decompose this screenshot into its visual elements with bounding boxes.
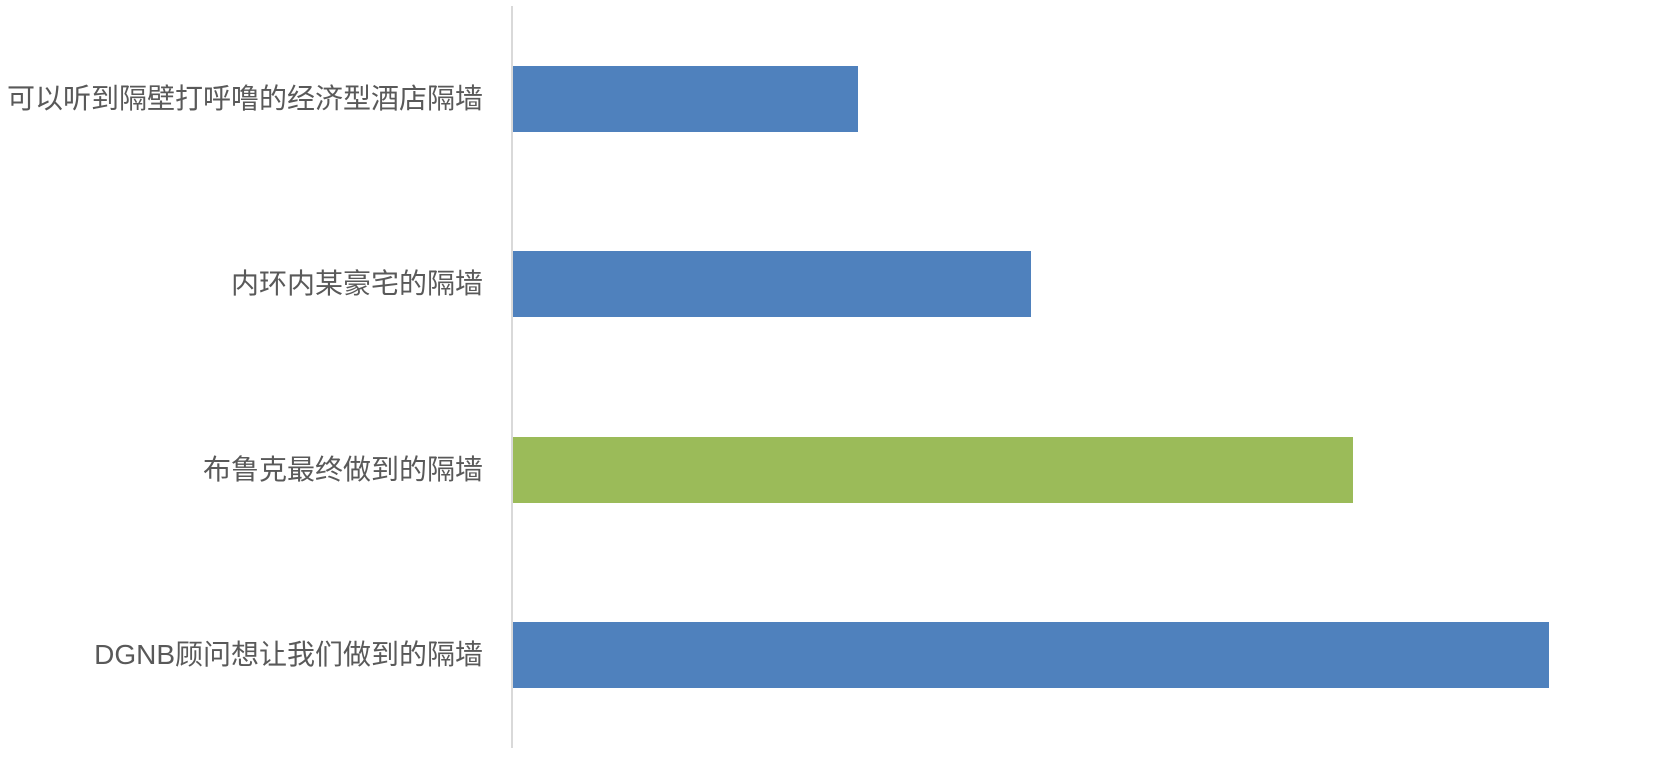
category-label: DGNB顾问想让我们做到的隔墙 [94, 639, 483, 671]
category-label: 内环内某豪宅的隔墙 [230, 268, 483, 300]
data-bar [513, 622, 1549, 689]
category-axis-line [511, 6, 513, 748]
data-bar [513, 436, 1354, 503]
bar-track [513, 436, 1549, 503]
category-label: 可以听到隔壁打呼噜的经济型酒店隔墙 [6, 82, 483, 114]
bar-track [513, 251, 1549, 318]
bar-track [513, 622, 1549, 689]
bar-row: DGNB顾问想让我们做到的隔墙 [0, 563, 1667, 749]
data-bar [513, 65, 858, 132]
bar-row: 布鲁克最终做到的隔墙 [0, 377, 1667, 563]
bar-row: 内环内某豪宅的隔墙 [0, 192, 1667, 378]
bar-track [513, 65, 1549, 132]
bar-row: 可以听到隔壁打呼噜的经济型酒店隔墙 [0, 6, 1667, 192]
category-label: 布鲁克最终做到的隔墙 [202, 453, 483, 485]
data-bar [513, 251, 1031, 318]
bar-rows-container: 可以听到隔壁打呼噜的经济型酒店隔墙 内环内某豪宅的隔墙 布鲁克最终做到的隔墙 D… [0, 6, 1667, 748]
